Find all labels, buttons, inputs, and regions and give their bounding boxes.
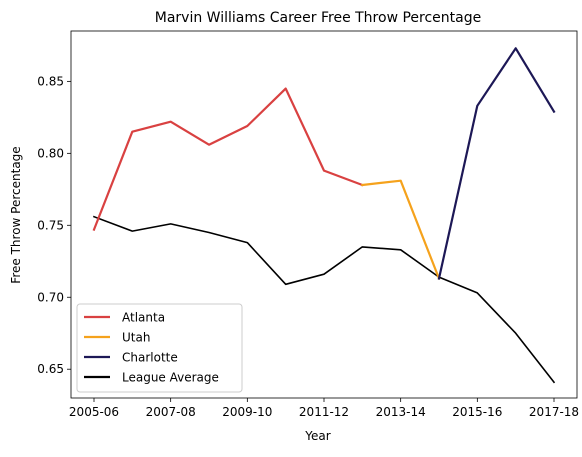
y-axis: 0.65 0.70 0.75 0.80 0.85 bbox=[37, 74, 71, 376]
x-tick-label: 2005-06 bbox=[69, 405, 119, 419]
chart-title: Marvin Williams Career Free Throw Percen… bbox=[155, 10, 481, 26]
x-axis: 2005-06 2007-08 2009-10 2011-12 2013-14 2015-… bbox=[69, 398, 579, 419]
series-line-utah bbox=[361, 179, 441, 280]
legend-box bbox=[76, 303, 243, 393]
legend-label-utah: Utah bbox=[122, 331, 150, 345]
x-tick-label: 2009-10 bbox=[222, 405, 272, 419]
x-tick-label: 2015-16 bbox=[452, 405, 502, 419]
series-line-league-average bbox=[92, 215, 556, 384]
y-tick-label: 0.65 bbox=[37, 362, 64, 376]
series-layer bbox=[92, 47, 556, 384]
x-tick-label: 2017-18 bbox=[529, 405, 579, 419]
x-tick-label: 2011-12 bbox=[299, 405, 349, 419]
y-tick-label: 0.75 bbox=[37, 218, 64, 232]
x-axis-label: Year bbox=[304, 429, 330, 443]
y-tick-label: 0.85 bbox=[37, 74, 64, 88]
legend-label-charlotte: Charlotte bbox=[122, 351, 178, 365]
series-line-atlanta bbox=[92, 87, 364, 232]
y-tick-label: 0.80 bbox=[37, 146, 64, 160]
legend: Atlanta Utah Charlotte League Average bbox=[76, 303, 243, 393]
x-tick-label: 2007-08 bbox=[146, 405, 196, 419]
legend-label-league-average: League Average bbox=[122, 371, 219, 385]
y-tick-label: 0.70 bbox=[37, 290, 64, 304]
legend-label-atlanta: Atlanta bbox=[122, 311, 165, 325]
y-axis-label: Free Throw Percentage bbox=[9, 146, 23, 283]
series-line-charlotte bbox=[437, 47, 556, 280]
x-tick-label: 2013-14 bbox=[376, 405, 426, 419]
